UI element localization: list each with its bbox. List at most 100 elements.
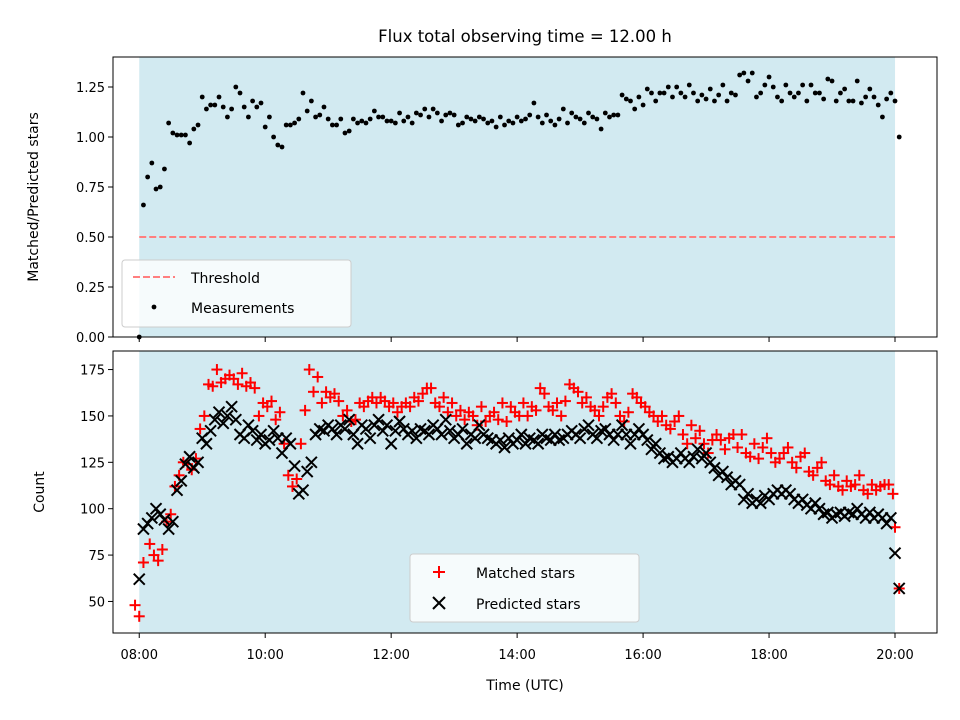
legend-matched-marker — [433, 566, 445, 578]
predicted-star-point — [179, 457, 192, 471]
matched-star-point — [807, 469, 819, 481]
measurement-point — [720, 82, 726, 88]
matched-star-point — [249, 382, 261, 394]
predicted-star-point — [359, 422, 373, 436]
measurement-point — [308, 98, 314, 104]
measurement-point — [325, 116, 331, 122]
measurement-point — [384, 118, 390, 124]
matched-star-point — [412, 395, 424, 407]
matched-star-point — [887, 488, 899, 500]
measurement-point — [204, 106, 209, 112]
predicted-star-point — [641, 433, 654, 447]
measurement-point — [896, 134, 902, 140]
measurement-point — [162, 166, 167, 172]
measurement-point — [674, 84, 680, 90]
bottom-xtick-label: 14:00 — [498, 648, 535, 663]
measurement-point — [199, 94, 205, 100]
matched-star-point — [316, 397, 328, 409]
matched-star-point — [757, 441, 769, 453]
predicted-star-point — [473, 419, 486, 432]
matched-star-point — [761, 432, 773, 444]
matched-star-point — [799, 447, 811, 459]
matched-star-point — [622, 406, 634, 418]
predicted-star-point — [531, 437, 545, 450]
matched-star-point — [618, 416, 630, 427]
matched-star-point — [593, 410, 605, 422]
matched-star-point — [555, 410, 567, 422]
measurement-point — [770, 84, 776, 90]
measurement-point — [443, 112, 449, 118]
matched-star-point — [849, 479, 861, 491]
predicted-star-point — [393, 415, 406, 428]
measurement-point — [157, 184, 163, 190]
matched-star-point — [349, 414, 361, 426]
predicted-star-point — [191, 456, 205, 469]
measurement-point — [267, 114, 272, 120]
predicted-star-point — [284, 437, 297, 450]
matched-star-point — [152, 555, 164, 567]
matched-star-point — [425, 382, 437, 394]
predicted-star-point — [330, 428, 343, 441]
measurement-point — [434, 110, 440, 116]
measurement-point — [556, 116, 562, 122]
measurement-point — [707, 86, 713, 92]
measurement-point — [212, 102, 218, 108]
predicted-star-point — [754, 496, 767, 510]
predicted-star-point — [888, 547, 902, 560]
matched-star-point — [492, 414, 504, 426]
measurement-point — [695, 98, 701, 104]
matched-star-point — [547, 404, 559, 416]
top-ytick-label: 0.50 — [76, 231, 105, 246]
measurement-point — [246, 114, 251, 120]
measurement-point — [796, 90, 801, 96]
matched-star-point — [282, 469, 294, 481]
matched-star-point — [790, 462, 802, 474]
measurement-point — [262, 124, 268, 130]
measurement-point — [829, 78, 835, 84]
matched-star-point — [505, 401, 517, 413]
measurement-point — [590, 114, 596, 120]
measurement-point — [833, 98, 839, 104]
predicted-star-point — [456, 422, 469, 436]
matched-star-point — [883, 479, 895, 491]
matched-star-point — [137, 557, 149, 568]
measurement-point — [317, 112, 323, 118]
matched-star-point — [866, 479, 878, 491]
matched-star-point — [664, 423, 676, 435]
measurement-point — [518, 118, 524, 124]
measurement-point — [300, 90, 306, 96]
top-ytick-label: 1.25 — [76, 81, 105, 96]
matched-star-point — [299, 404, 311, 416]
predicted-star-point — [422, 428, 436, 441]
measurement-point — [174, 132, 180, 138]
predicted-star-point — [162, 522, 175, 536]
measurement-point — [665, 84, 671, 90]
measurement-point — [397, 110, 402, 116]
measurement-point — [225, 114, 230, 120]
measurement-point — [514, 114, 520, 120]
chart-title: Flux total observing time = 12.00 h — [378, 27, 672, 46]
measurement-point — [367, 116, 373, 122]
measurement-point — [531, 100, 537, 106]
matched-star-point — [291, 473, 303, 485]
matched-star-point — [862, 488, 874, 500]
measurement-point — [241, 104, 247, 110]
predicted-star-point — [893, 582, 906, 595]
measurement-point — [682, 94, 688, 100]
measurement-point — [401, 118, 407, 124]
predicted-star-point — [380, 419, 394, 432]
measurement-point — [691, 90, 696, 96]
measurement-point — [313, 114, 318, 120]
matched-star-point — [312, 371, 324, 383]
measurement-point — [279, 144, 285, 150]
measurement-point — [141, 202, 146, 208]
predicted-star-point — [200, 437, 213, 450]
matched-star-point — [194, 423, 206, 435]
predicted-star-point — [254, 428, 268, 441]
bottom-xtick-label: 12:00 — [372, 648, 409, 663]
predicted-star-point — [212, 406, 226, 419]
measurement-point — [875, 102, 881, 108]
matched-star-point — [236, 367, 248, 379]
bottom-xtick-label: 18:00 — [750, 648, 787, 663]
matched-star-point — [320, 386, 332, 398]
